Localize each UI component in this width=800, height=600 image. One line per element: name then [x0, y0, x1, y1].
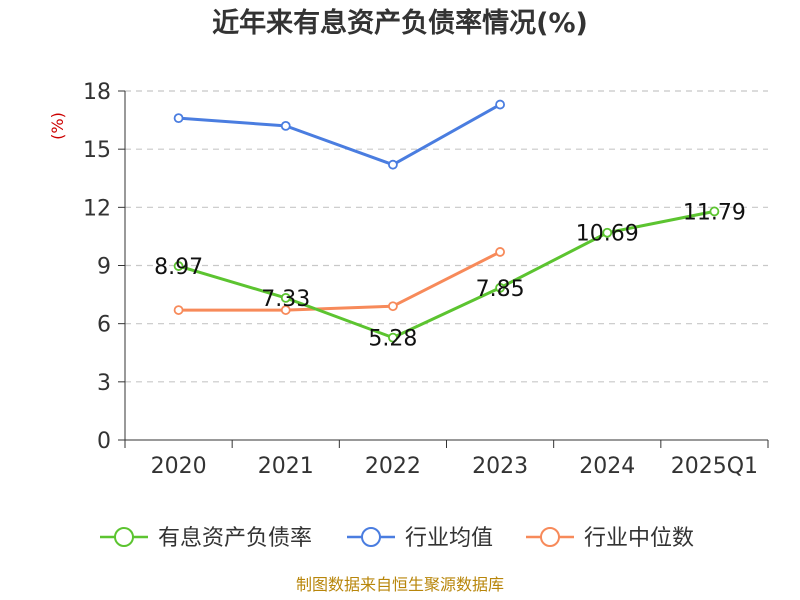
y-axis-unit-label: (%) [48, 112, 67, 140]
data-point [602, 227, 613, 238]
legend-label: 行业中位数 [584, 526, 694, 551]
x-tick-label: 2021 [258, 454, 314, 479]
y-tick-label: 12 [83, 196, 111, 221]
series-line [178, 250, 501, 312]
data-point [709, 206, 720, 217]
data-point [388, 301, 398, 312]
data-label: 7.33 [261, 287, 310, 312]
source-note: 制图数据来自恒生聚源数据库 [296, 575, 504, 594]
data-point [495, 282, 505, 293]
y-tick-label: 0 [97, 429, 111, 454]
data-label: 11.79 [683, 200, 746, 225]
data-point [388, 332, 398, 343]
data-point [495, 99, 505, 110]
legend-marker [361, 527, 381, 547]
series-lines [173, 99, 720, 343]
data-label: 8.97 [154, 255, 203, 280]
data-point [495, 247, 505, 257]
legend-marker [540, 527, 560, 547]
x-tick-label: 2020 [151, 454, 207, 479]
y-tick-label: 3 [97, 371, 111, 396]
legend: 有息资产负债率 行业均值 行业中位数 [100, 526, 694, 551]
y-tick-label: 18 [83, 80, 111, 105]
data-label: 7.85 [476, 277, 525, 302]
data-label: 5.28 [368, 327, 417, 352]
data-point [280, 305, 291, 315]
series-line [178, 103, 501, 167]
series-line [178, 209, 715, 340]
legend-marker [114, 527, 134, 547]
legend-label: 有息资产负债率 [158, 526, 312, 551]
axes: 0 3 6 9 12 15 18 2020 2021 2022 2023 2024 2025Q1 [83, 80, 769, 479]
data-point [388, 159, 398, 170]
data-label: 10.69 [576, 222, 639, 247]
legend-label: 行业均值 [405, 526, 493, 551]
data-labels: 8.97 7.33 5.28 7.85 10.69 11.79 [154, 200, 746, 351]
data-point [173, 113, 184, 124]
x-tick-label: 2023 [472, 454, 528, 479]
data-point [280, 121, 291, 131]
x-tick-label: 2022 [365, 454, 421, 479]
y-tick-label: 15 [83, 138, 111, 163]
x-tick-label: 2024 [579, 454, 635, 479]
data-point [173, 305, 184, 315]
gridlines [125, 90, 768, 383]
y-tick-label: 6 [97, 313, 111, 338]
legend-item: 有息资产负债率 [100, 526, 312, 551]
legend-item: 行业均值 [347, 526, 493, 551]
y-tick-label: 9 [97, 255, 111, 280]
data-point [280, 292, 291, 303]
data-point [173, 261, 184, 271]
x-tick-label: 2025Q1 [671, 454, 758, 479]
chart-title: 近年来有息资产负债率情况(%) [212, 7, 588, 39]
legend-item: 行业中位数 [526, 526, 694, 551]
